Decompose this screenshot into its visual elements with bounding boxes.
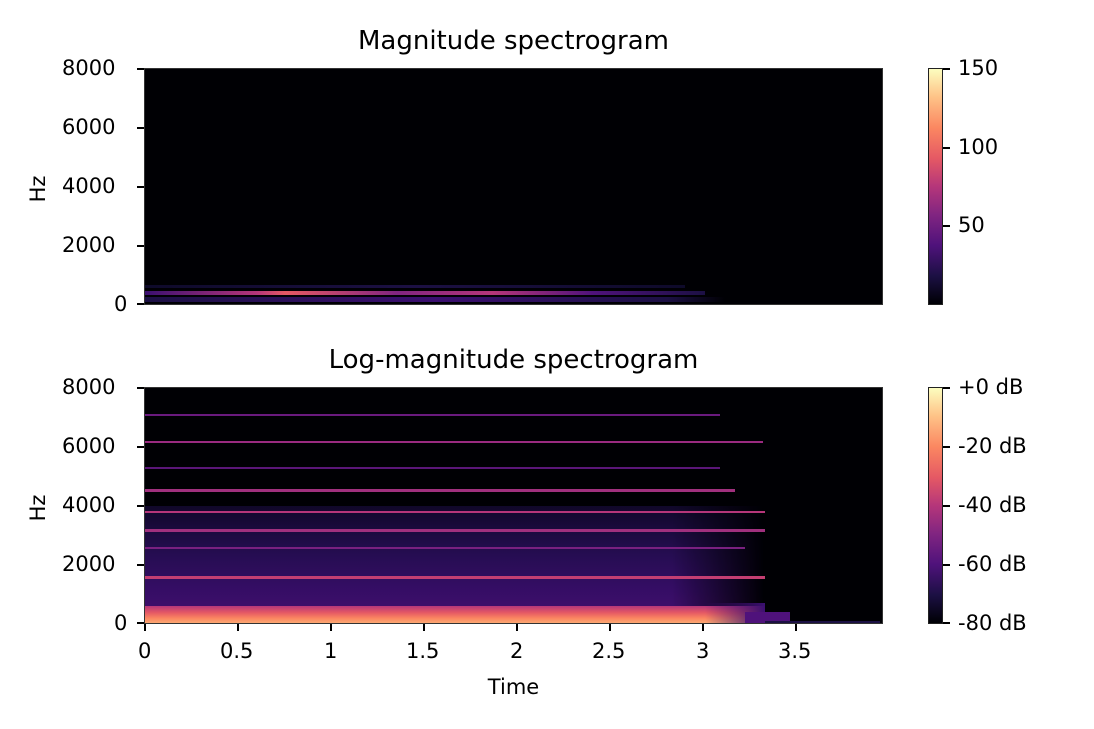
y-tick-label: 2000 xyxy=(62,552,116,576)
x-tick-label: 0 xyxy=(138,639,152,663)
y-tick-label: 8000 xyxy=(62,375,116,399)
x-tick-label: 2.5 xyxy=(592,639,626,663)
y-tick-label: 4000 xyxy=(62,493,116,517)
colorbar-tick-label: 50 xyxy=(958,213,985,237)
colorbar-tick-label: 150 xyxy=(958,56,999,80)
x-tick-label: 0.5 xyxy=(220,639,254,663)
x-tick-label: 1 xyxy=(324,639,338,663)
x-tick-label: 3 xyxy=(696,639,710,663)
y-tick-label: 2000 xyxy=(62,233,116,257)
top-colorbar xyxy=(928,68,943,305)
x-axis-label: Time xyxy=(487,675,540,699)
colorbar-tick-label: -80 dB xyxy=(958,611,1027,635)
bottom-chart-title: Log-magnitude spectrogram xyxy=(328,345,699,375)
y-tick-label: 4000 xyxy=(62,174,116,198)
y-tick-label: 6000 xyxy=(62,115,116,139)
top-chart-title: Magnitude spectrogram xyxy=(357,26,670,56)
log-magnitude-spectrogram-plot xyxy=(144,387,883,624)
colorbar-tick-label: -20 dB xyxy=(958,434,1027,458)
y-tick-label: 0 xyxy=(114,292,128,316)
bottom-y-axis-label: Hz xyxy=(26,494,50,522)
colorbar-tick-label: -60 dB xyxy=(958,552,1027,576)
y-tick-label: 8000 xyxy=(62,56,116,80)
colorbar-tick-label: +0 dB xyxy=(958,375,1024,399)
colorbar-tick-label: 100 xyxy=(958,135,999,159)
top-y-axis-label: Hz xyxy=(26,175,50,203)
y-tick-label: 6000 xyxy=(62,434,116,458)
x-tick-label: 1.5 xyxy=(406,639,440,663)
colorbar-tick-label: -40 dB xyxy=(958,493,1027,517)
x-tick-label: 2 xyxy=(510,639,524,663)
magnitude-spectrogram-plot xyxy=(144,68,883,305)
x-tick-label: 3.5 xyxy=(778,639,812,663)
y-tick-label: 0 xyxy=(114,611,128,635)
bottom-colorbar xyxy=(928,387,943,624)
